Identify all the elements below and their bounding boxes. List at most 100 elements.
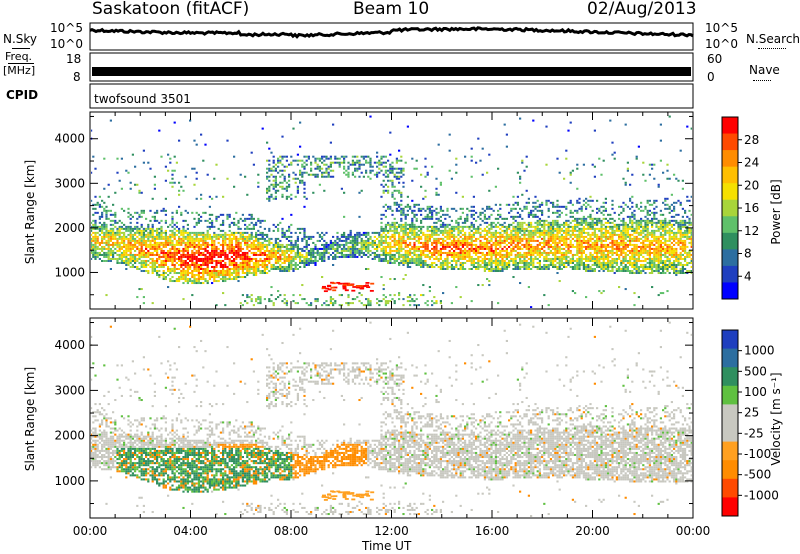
power-cell [406,255,409,258]
power-cell [565,149,568,152]
power-cell [547,225,550,228]
power-cell [560,211,563,214]
power-cell [365,253,368,256]
power-cell [426,213,429,216]
power-cell [129,237,132,240]
power-cell [91,249,93,252]
power-cell [228,278,231,281]
power-cell [283,169,286,172]
power-cell [466,213,469,216]
power-cell [140,243,143,246]
power-cell [578,249,581,252]
power-cell [162,243,165,246]
power-cell [195,274,198,277]
power-cell [490,237,493,240]
power-cell [466,259,469,262]
power-cell [461,257,464,260]
power-cell [457,241,460,244]
power-cell [164,219,167,222]
power-cell [426,207,429,210]
power-cell [246,274,249,277]
power-cell [292,259,295,262]
power-cell [114,247,117,250]
power-cell [393,185,396,188]
power-cell [261,251,264,254]
power-cell [228,251,231,254]
power-cell [435,191,438,194]
power-cell [259,237,262,240]
power-cell [255,272,258,275]
power-cell [576,241,579,244]
power-cell [446,241,449,244]
power-cell [120,207,123,210]
power-cell [360,189,363,192]
power-cell [536,199,539,202]
power-cell [125,227,128,230]
power-cell [327,173,330,176]
power-cell [178,272,181,275]
power-cell [151,253,154,256]
power-cell [560,259,563,262]
power-cell [400,195,403,198]
power-cell [323,259,326,262]
power-cell [433,227,436,230]
power-cell [459,247,462,250]
power-cell [486,171,489,174]
power-cell [186,237,189,240]
power-cell [444,227,447,230]
power-cell [129,231,132,234]
power-cell [156,261,159,264]
power-cell [488,270,491,273]
power-cell [420,294,423,297]
power-cell [398,235,401,238]
power-cell [514,231,517,234]
power-cell [362,243,365,246]
power-cell [545,241,548,244]
power-cell [406,257,409,260]
power-cell [578,233,581,236]
power-cell [468,233,471,236]
power-cell [400,235,403,238]
power-cell [417,304,420,307]
power-cell [402,241,405,244]
power-cell [222,259,225,262]
power-cell [398,171,401,174]
power-cell [160,263,163,266]
power-cell [488,223,491,226]
power-cell [477,237,480,240]
power-cell [186,280,189,283]
power-cell [483,213,486,216]
power-cell [244,267,247,271]
power-cell [402,207,405,210]
power-cell [345,255,348,258]
power-cell [488,257,491,260]
power-cell [519,241,522,244]
power-cell [246,245,249,248]
power-cell [263,243,266,246]
power-cell [499,253,502,256]
power-cell [244,219,247,222]
power-cell [270,257,273,260]
power-cell [169,270,172,273]
power-cell [461,249,464,252]
power-cell [409,265,412,268]
power-cell [461,241,464,244]
power-cell [274,183,277,186]
power-cell [147,272,150,275]
power-cell [556,205,559,208]
power-cell [455,157,458,160]
power-cell [136,253,139,256]
power-cell [409,243,412,246]
power-cell [252,251,255,254]
power-cell [127,249,130,252]
power-cell [554,265,557,268]
power-cell [457,227,460,230]
power-cell [400,225,403,228]
power-cell [428,239,431,242]
power-cell [356,169,359,172]
power-cell [118,225,121,228]
power-cell [494,255,497,258]
power-cell [270,237,273,240]
power-cell [576,229,579,232]
power-cell [219,243,222,246]
